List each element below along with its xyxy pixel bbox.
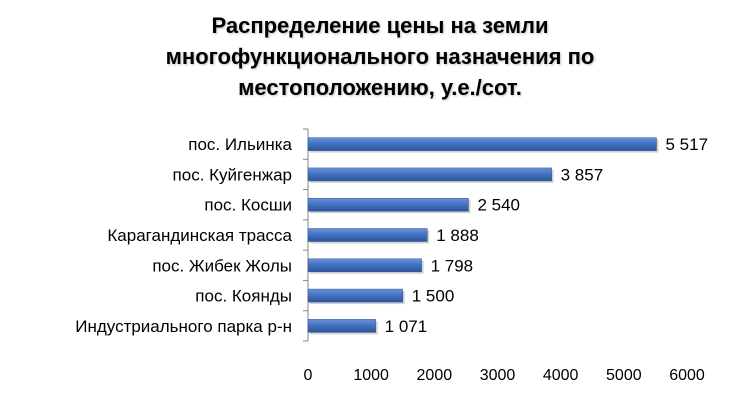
category-label: пос. Ильинка (188, 135, 292, 154)
value-label: 1 888 (436, 226, 479, 245)
value-label: 1 798 (431, 256, 474, 275)
bar (307, 137, 657, 151)
value-label: 1 500 (412, 287, 455, 306)
bars-layer (307, 137, 659, 335)
chart-title-line-1: Распределение цены на земли (211, 13, 549, 38)
value-label: 3 857 (561, 165, 604, 184)
bar (307, 319, 376, 333)
x-tick-label: 3000 (480, 367, 516, 384)
category-label: пос. Жибек Жолы (152, 256, 292, 275)
axis-layer (303, 128, 309, 342)
value-label: 1 071 (385, 317, 428, 336)
bar (307, 258, 422, 273)
category-label: Индустриального парка р-н (75, 317, 292, 336)
value-label: 2 540 (477, 196, 520, 215)
category-label: пос. Коянды (195, 287, 292, 306)
category-label: пос. Косши (204, 196, 292, 215)
bar (307, 167, 552, 182)
x-tick-label: 5000 (606, 367, 642, 384)
chart-title-line-2: многофункционального назначения по (165, 44, 595, 69)
value-label: 5 517 (665, 135, 708, 154)
category-label: пос. Куйгенжар (173, 165, 292, 184)
x-tick-label: 2000 (417, 367, 453, 384)
x-tick-label: 1000 (353, 367, 389, 384)
bar (307, 288, 403, 303)
labels-layer: пос. Ильинка 5 517 пос. Куйгенжар 3 857 пос.… (75, 135, 708, 384)
category-label: Карагандинская трасса (107, 226, 292, 245)
x-tick-label: 6000 (669, 367, 705, 384)
chart-title-line-3: местоположению, у.е./сот. (238, 75, 522, 100)
chart-title: Распределение цены на земли многофункцио… (60, 10, 700, 103)
bar (307, 197, 469, 212)
bar (307, 228, 428, 242)
x-tick-label: 4000 (543, 367, 579, 384)
x-tick-label: 0 (304, 367, 313, 384)
